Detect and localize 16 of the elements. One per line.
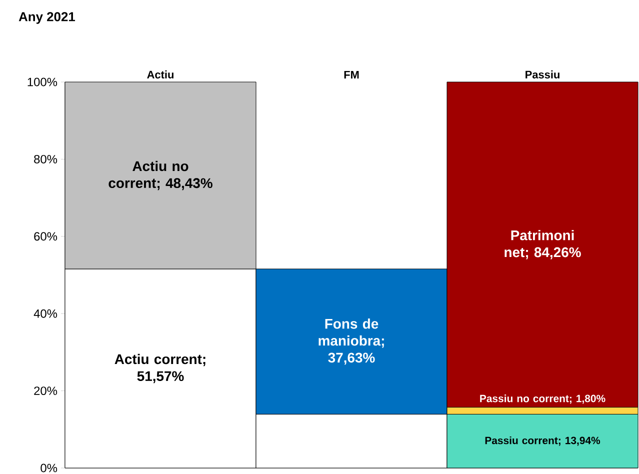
y-tick-label: 80%: [34, 154, 58, 164]
data-label: Patrimoni net; 84,26%: [504, 230, 581, 260]
y-tick-label: 20%: [34, 386, 58, 396]
data-label: Passiu corrent; 13,94%: [485, 436, 600, 446]
y-tick-label: 0%: [40, 464, 58, 472]
data-label: Passiu no corrent; 1,80%: [480, 394, 606, 404]
y-tick-label: 100%: [28, 78, 58, 86]
data-label: Actiu corrent; 51,57%: [114, 354, 206, 384]
y-tick-label: 60%: [34, 232, 58, 241]
data-label: Actiu no corrent; 48,43%: [108, 160, 212, 190]
x-tick-label: FM: [344, 70, 359, 78]
chart-title: Any 2021: [18, 12, 76, 24]
x-tick-label: Actiu: [147, 70, 174, 78]
y-tick-label: 40%: [34, 309, 58, 318]
x-tick-label: Passiu: [526, 70, 560, 78]
data-label: Fons de maniobra; 37,63%: [318, 318, 384, 365]
